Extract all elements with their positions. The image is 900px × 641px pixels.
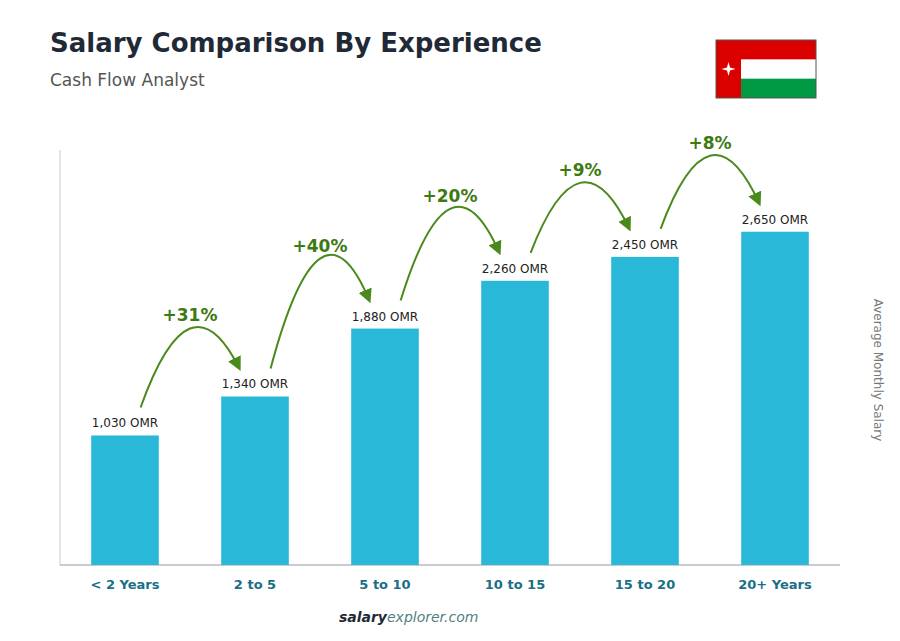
x-tick-label: < 2 Years bbox=[91, 577, 160, 592]
data-label: 2,450 OMR bbox=[612, 238, 678, 252]
chart: Salary Comparison By Experience Cash Flow… bbox=[0, 0, 900, 641]
y-axis-label: Average Monthly Salary bbox=[871, 299, 885, 442]
bar bbox=[741, 232, 809, 565]
change-arrow bbox=[271, 255, 370, 369]
x-tick-label: 2 to 5 bbox=[234, 577, 276, 592]
flag-band bbox=[716, 40, 741, 98]
x-tick-label: 10 to 15 bbox=[485, 577, 545, 592]
flag-emblem bbox=[722, 62, 736, 76]
x-tick-label: 15 to 20 bbox=[615, 577, 675, 592]
bar bbox=[91, 435, 159, 565]
bar bbox=[611, 257, 679, 565]
source: salary bbox=[339, 609, 388, 625]
change-arrow bbox=[661, 155, 760, 229]
change-arrow bbox=[141, 327, 240, 408]
change-label: +9% bbox=[558, 160, 601, 180]
change-arrow bbox=[401, 207, 500, 301]
change-label: +8% bbox=[688, 133, 731, 153]
x-tick-label: 5 to 10 bbox=[359, 577, 410, 592]
bar bbox=[481, 281, 549, 565]
data-label: 1,880 OMR bbox=[352, 310, 418, 324]
x-tick-label: 20+ Years bbox=[738, 577, 812, 592]
flag-field bbox=[716, 40, 816, 98]
data-label: 2,650 OMR bbox=[742, 213, 808, 227]
change-arrow bbox=[531, 182, 630, 253]
bar bbox=[351, 329, 419, 565]
subtitle: Cash Flow Analyst bbox=[50, 70, 205, 90]
change-label: +40% bbox=[293, 236, 348, 256]
bar bbox=[221, 396, 289, 565]
y-axis-line bbox=[60, 150, 61, 565]
flag bbox=[716, 40, 816, 98]
x-axis-line bbox=[60, 565, 840, 566]
data-label: 1,030 OMR bbox=[92, 416, 158, 430]
change-label: +31% bbox=[163, 305, 218, 325]
title: Salary Comparison By Experience bbox=[50, 28, 542, 58]
change-label: +20% bbox=[423, 186, 478, 206]
data-label: 2,260 OMR bbox=[482, 262, 548, 276]
chart-container: Salary Comparison By Experience Cash Flow… bbox=[0, 0, 900, 641]
source: explorer.com bbox=[387, 609, 478, 625]
flag-border bbox=[716, 40, 816, 98]
data-label: 1,340 OMR bbox=[222, 377, 288, 391]
bars bbox=[91, 232, 809, 565]
annotations: +31% +40% +20% +9% +8% bbox=[141, 133, 760, 408]
